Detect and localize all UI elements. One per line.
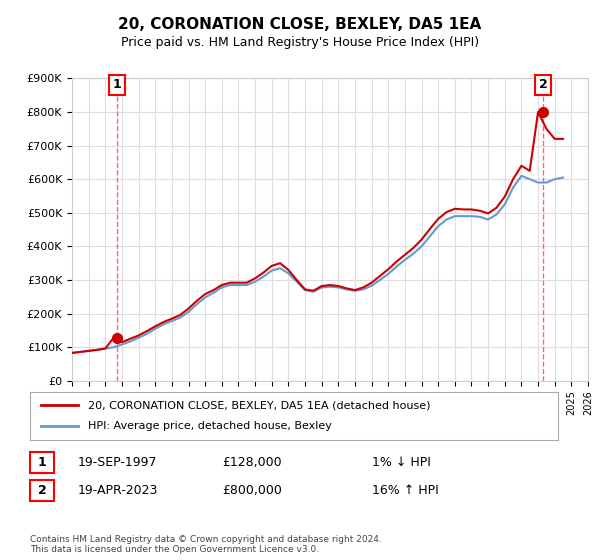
Text: 2: 2 <box>539 78 547 91</box>
Text: £128,000: £128,000 <box>222 456 281 469</box>
Text: £800,000: £800,000 <box>222 484 282 497</box>
Text: Price paid vs. HM Land Registry's House Price Index (HPI): Price paid vs. HM Land Registry's House … <box>121 36 479 49</box>
Text: 16% ↑ HPI: 16% ↑ HPI <box>372 484 439 497</box>
Text: 20, CORONATION CLOSE, BEXLEY, DA5 1EA (detached house): 20, CORONATION CLOSE, BEXLEY, DA5 1EA (d… <box>88 400 431 410</box>
Text: 19-SEP-1997: 19-SEP-1997 <box>78 456 157 469</box>
Text: 1: 1 <box>38 456 46 469</box>
Text: 20, CORONATION CLOSE, BEXLEY, DA5 1EA: 20, CORONATION CLOSE, BEXLEY, DA5 1EA <box>118 17 482 32</box>
Text: HPI: Average price, detached house, Bexley: HPI: Average price, detached house, Bexl… <box>88 421 332 431</box>
Text: 19-APR-2023: 19-APR-2023 <box>78 484 158 497</box>
Text: 1: 1 <box>113 78 122 91</box>
Text: Contains HM Land Registry data © Crown copyright and database right 2024.
This d: Contains HM Land Registry data © Crown c… <box>30 535 382 554</box>
Text: 1% ↓ HPI: 1% ↓ HPI <box>372 456 431 469</box>
Text: 2: 2 <box>38 484 46 497</box>
